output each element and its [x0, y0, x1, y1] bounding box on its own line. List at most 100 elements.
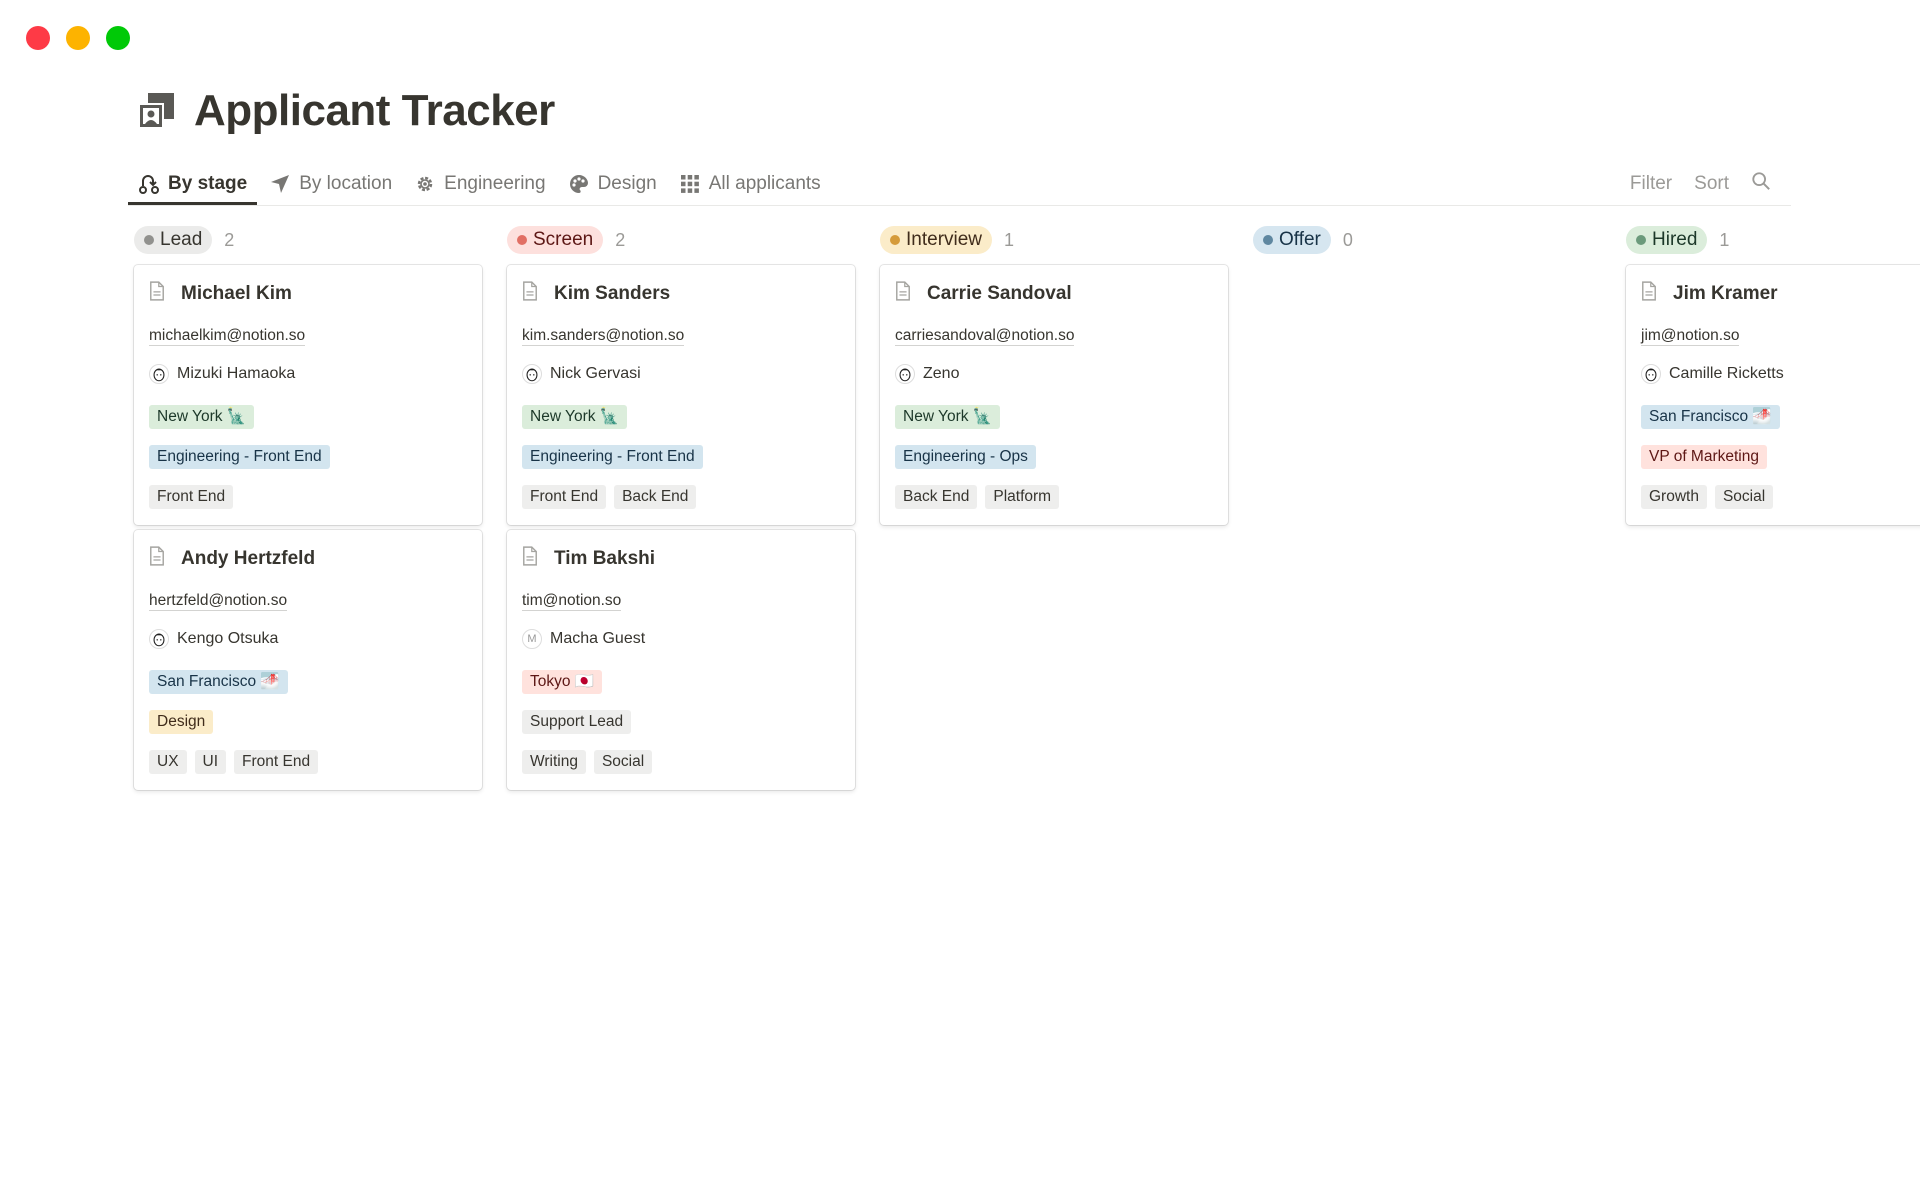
interviewer: Zeno: [895, 364, 959, 384]
applicant-email[interactable]: kim.sanders@notion.so: [522, 327, 685, 346]
location-tag: New York 🗽: [895, 405, 1001, 429]
card-title: Andy Hertzfeld: [149, 546, 315, 572]
column-header: Screen 2: [507, 226, 855, 254]
department-tag: Design: [149, 710, 214, 734]
department-tag: Engineering - Ops: [895, 445, 1036, 469]
applicant-card[interactable]: Michael Kim michaelkim@notion.so Mizuki Ha…: [134, 265, 482, 525]
stage-dot-icon: [144, 235, 154, 245]
stage-label: Offer: [1279, 229, 1321, 250]
location-tag: San Francisco 🌁: [1641, 405, 1780, 429]
tag-row: New York 🗽: [895, 405, 1001, 429]
board-column-lead: Lead 2 Michael Kim michaelkim@notion.so Mizu…: [134, 226, 482, 790]
avatar: M: [522, 629, 542, 649]
tab-by-location[interactable]: By location: [259, 162, 402, 202]
tag-row: Engineering - Front End: [149, 445, 330, 469]
card-title: Jim Kramer: [1641, 281, 1778, 307]
tag-row: Engineering - Ops: [895, 445, 1036, 469]
stage-pill[interactable]: Lead: [134, 226, 213, 254]
interviewer-name: Zeno: [923, 365, 960, 382]
skill-tag: UI: [194, 750, 227, 774]
tab-by-stage[interactable]: By stage: [128, 162, 258, 205]
stage-count: 1: [1719, 229, 1730, 250]
stage-pill[interactable]: Hired: [1626, 226, 1708, 254]
department-tag: Support Lead: [522, 710, 632, 734]
sort-button[interactable]: Sort: [1694, 173, 1729, 194]
stage-pill[interactable]: Offer: [1253, 226, 1331, 254]
location-tag: Tokyo 🇯🇵: [522, 670, 603, 694]
avatar: [149, 629, 169, 649]
tag-row: New York 🗽: [149, 405, 255, 429]
skill-tag: Writing: [522, 750, 586, 774]
palette-icon: [569, 175, 588, 193]
stage-label: Screen: [533, 229, 594, 250]
applicant-email[interactable]: carriesandoval@notion.so: [895, 327, 1075, 346]
filter-button[interactable]: Filter: [1629, 173, 1673, 194]
avatar: [522, 364, 542, 384]
applicant-card[interactable]: Tim Bakshi tim@notion.so M Macha Guest Tokyo…: [507, 530, 855, 790]
interviewer: Mizuki Hamaoka: [149, 364, 295, 384]
page-icon: [149, 281, 165, 307]
minimize-window-button[interactable]: [66, 26, 90, 50]
view-toolbar: Filter Sort: [1630, 162, 1791, 202]
stage-pill[interactable]: Screen: [507, 226, 604, 254]
applicant-card[interactable]: Andy Hertzfeld hertzfeld@notion.so Kengo O…: [134, 530, 482, 790]
search-icon[interactable]: [1751, 171, 1771, 197]
stage-count: 2: [224, 229, 235, 250]
tab-design[interactable]: Design: [558, 162, 667, 202]
skill-tag: Front End: [149, 485, 234, 509]
tag-row: San Francisco 🌁: [1641, 405, 1780, 429]
stage-label: Interview: [906, 229, 983, 250]
department-tag: Engineering - Front End: [522, 445, 703, 469]
stage-count: 2: [615, 229, 626, 250]
gear-icon: [417, 176, 433, 192]
tag-row: Design: [149, 710, 214, 734]
tab-engineering[interactable]: Engineering: [404, 162, 555, 202]
interviewer-name: Mizuki Hamaoka: [177, 365, 296, 382]
tag-row: New York 🗽: [522, 405, 628, 429]
column-header: Offer 0: [1253, 226, 1601, 254]
skill-tag: Back End: [614, 485, 697, 509]
page-icon: [149, 546, 165, 572]
tag-row: Engineering - Front End: [522, 445, 703, 469]
page-icon: [522, 281, 538, 307]
tag-row: Growth Social: [1641, 485, 1774, 509]
department-tag: Engineering - Front End: [149, 445, 330, 469]
stage-count: 0: [1342, 229, 1353, 250]
applicant-name: Andy Hertzfeld: [181, 548, 316, 569]
applicant-email[interactable]: jim@notion.so: [1641, 327, 1740, 346]
tag-row: VP of Marketing: [1641, 445, 1767, 469]
applicant-email[interactable]: michaelkim@notion.so: [149, 327, 306, 346]
stage-label: Lead: [160, 229, 203, 250]
skill-tag: Social: [593, 750, 653, 774]
tab-label: By location: [299, 173, 393, 194]
skill-tag: Front End: [522, 485, 607, 509]
stage-label: Hired: [1652, 229, 1698, 250]
card-title: Tim Bakshi: [522, 546, 655, 572]
close-window-button[interactable]: [26, 26, 50, 50]
applicant-name: Tim Bakshi: [554, 548, 656, 569]
maximize-window-button[interactable]: [106, 26, 130, 50]
location-tag: New York 🗽: [522, 405, 628, 429]
interviewer-name: Macha Guest: [550, 630, 646, 647]
tab-all-applicants[interactable]: All applicants: [669, 162, 831, 202]
contact-card-icon[interactable]: [136, 91, 176, 131]
applicant-card[interactable]: Kim Sanders kim.sanders@notion.so Nick Ger…: [507, 265, 855, 525]
interviewer: Nick Gervasi: [522, 364, 641, 384]
stage-icon: [139, 175, 159, 194]
interviewer-name: Nick Gervasi: [550, 365, 641, 382]
stage-pill[interactable]: Interview: [880, 226, 993, 254]
interviewer: M Macha Guest: [522, 629, 645, 649]
column-header: Hired 1: [1626, 226, 1920, 254]
interviewer-name: Kengo Otsuka: [177, 630, 279, 647]
applicant-card[interactable]: Carrie Sandoval carriesandoval@notion.so Z…: [880, 265, 1228, 525]
applicant-email[interactable]: tim@notion.so: [522, 592, 622, 611]
location-tag: San Francisco 🌁: [149, 670, 288, 694]
tab-label: By stage: [168, 173, 248, 194]
applicant-email[interactable]: hertzfeld@notion.so: [149, 592, 288, 611]
applicant-card[interactable]: Jim Kramer jim@notion.so Camille Ricketts S…: [1626, 265, 1920, 525]
board-column-screen: Screen 2 Kim Sanders kim.sanders@notion.so N…: [507, 226, 855, 790]
board-column-interview: Interview 1 Carrie Sandoval carriesandoval@…: [880, 226, 1228, 525]
window-controls: [26, 26, 130, 50]
skill-tag: Growth: [1641, 485, 1707, 509]
avatar: [1641, 364, 1661, 384]
